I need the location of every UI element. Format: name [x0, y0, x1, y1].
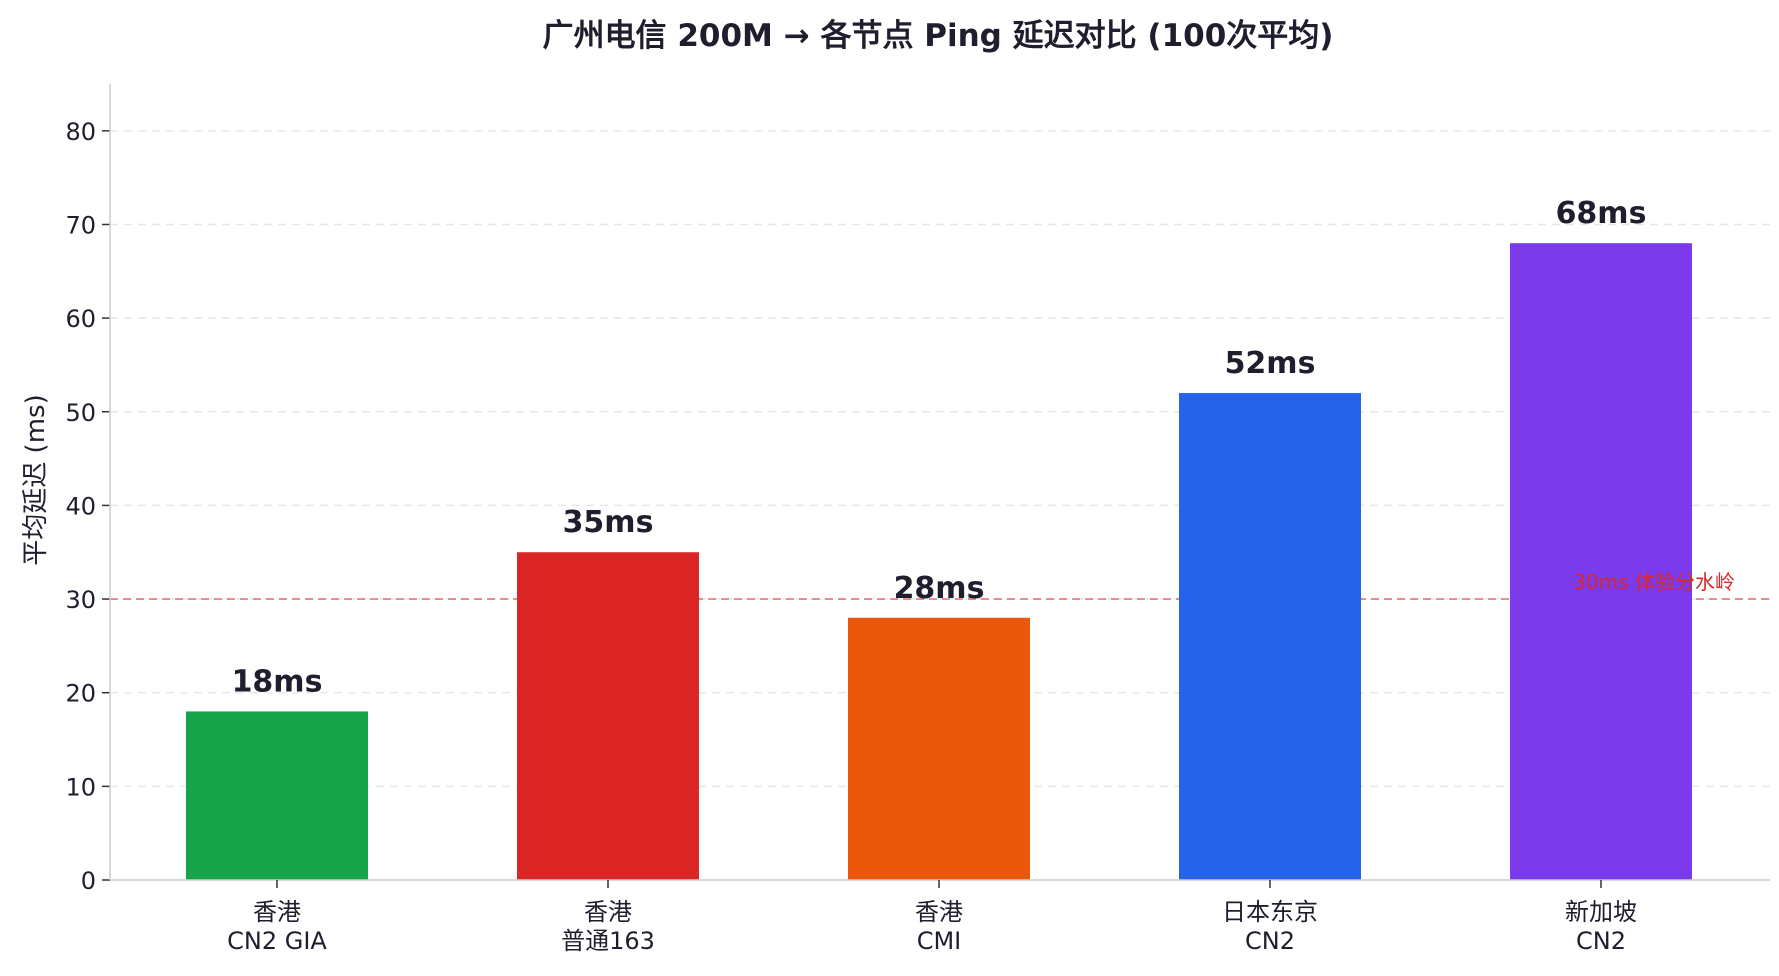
- x-tick-label: CMI: [917, 927, 962, 955]
- bar: [848, 617, 1030, 880]
- bar-value-label: 28ms: [894, 571, 985, 606]
- x-tick-label: 新加坡: [1565, 898, 1637, 926]
- bar-value-label: 18ms: [232, 664, 323, 699]
- y-tick-label: 10: [65, 773, 96, 801]
- chart-title: 广州电信 200M → 各节点 Ping 延迟对比 (100次平均): [543, 18, 1334, 54]
- bar-value-label: 68ms: [1556, 196, 1647, 231]
- bar-value-label: 35ms: [563, 505, 654, 540]
- x-tick-label: CN2 GIA: [227, 927, 327, 955]
- bar: [1179, 393, 1361, 880]
- y-axis-label: 平均延迟 (ms): [21, 394, 51, 565]
- x-tick-label: 日本东京: [1222, 898, 1318, 926]
- x-tick-label: 普通163: [561, 927, 655, 955]
- x-tick-label: CN2: [1576, 927, 1626, 955]
- bar: [1510, 243, 1692, 880]
- y-tick-label: 70: [65, 211, 96, 239]
- x-tick-label: 香港: [253, 898, 301, 926]
- y-tick-label: 80: [65, 118, 96, 146]
- bars: [186, 243, 1692, 880]
- reference-line-label: 30ms 体验分水岭: [1573, 570, 1735, 594]
- bar: [186, 711, 368, 880]
- y-tick-label: 20: [65, 680, 96, 708]
- x-tick-label: CN2: [1245, 927, 1295, 955]
- x-tick-label: 香港: [915, 898, 963, 926]
- bar: [517, 552, 699, 880]
- y-tick-label: 40: [65, 492, 96, 520]
- axes: [102, 84, 1770, 888]
- y-tick-label: 50: [65, 399, 96, 427]
- y-tick-label: 30: [65, 586, 96, 614]
- bar-value-label: 52ms: [1225, 346, 1316, 381]
- x-tick-label: 香港: [584, 898, 632, 926]
- y-tick-label: 60: [65, 305, 96, 333]
- y-tick-label: 0: [81, 867, 96, 895]
